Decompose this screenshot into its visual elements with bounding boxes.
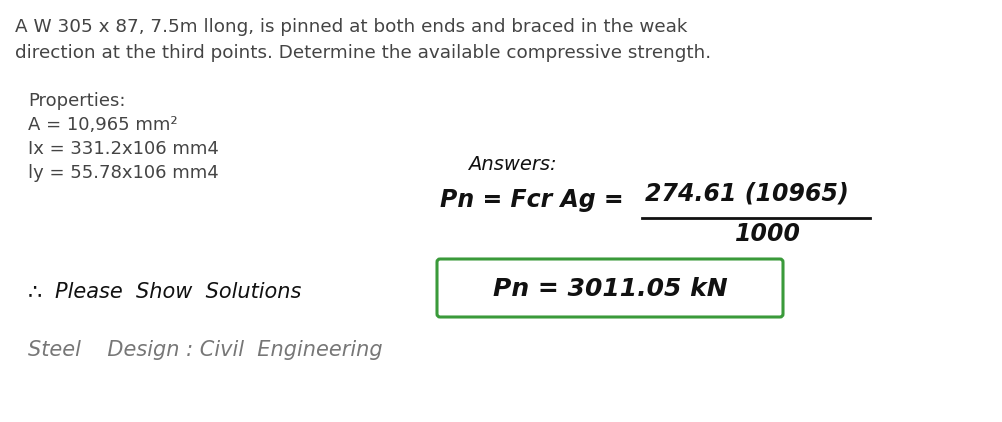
Text: 1000: 1000: [735, 222, 801, 246]
Text: Ix = 331.2x106 mm4: Ix = 331.2x106 mm4: [28, 140, 218, 158]
Text: 274.61 (10965): 274.61 (10965): [645, 182, 849, 206]
Text: Pn = 3011.05 kN: Pn = 3011.05 kN: [493, 277, 727, 301]
Text: Properties:: Properties:: [28, 92, 125, 110]
Text: ∴: ∴: [28, 282, 42, 302]
Text: direction at the third points. Determine the available compressive strength.: direction at the third points. Determine…: [15, 44, 711, 62]
Text: A W 305 x 87, 7.5m llong, is pinned at both ends and braced in the weak: A W 305 x 87, 7.5m llong, is pinned at b…: [15, 18, 687, 36]
Text: Steel    Design : Civil  Engineering: Steel Design : Civil Engineering: [28, 340, 383, 360]
Text: Pn = Fcr Ag =: Pn = Fcr Ag =: [440, 188, 623, 212]
Text: ly = 55.78x106 mm4: ly = 55.78x106 mm4: [28, 164, 218, 182]
Text: Please  Show  Solutions: Please Show Solutions: [55, 282, 302, 302]
Text: A = 10,965 mm²: A = 10,965 mm²: [28, 116, 177, 134]
Text: Answers:: Answers:: [468, 155, 557, 174]
